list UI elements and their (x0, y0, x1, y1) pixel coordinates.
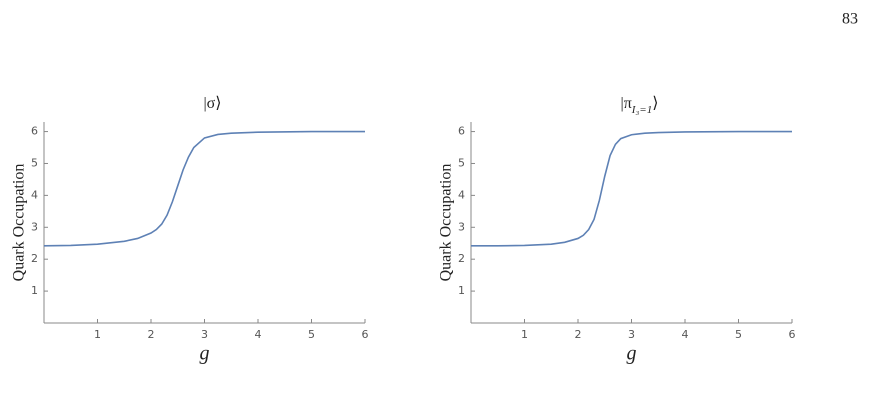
y-tick-label: 4 (458, 188, 465, 201)
y-tick-label: 1 (31, 284, 38, 297)
title-part: I₃=1 (631, 104, 652, 116)
x-tick-label: 1 (94, 328, 101, 341)
x-tick-label: 5 (308, 328, 315, 341)
y-tick-label: 5 (31, 156, 38, 169)
y-tick-label: 2 (458, 252, 465, 265)
data-line (471, 130, 792, 247)
x-tick-label: 5 (735, 328, 742, 341)
x-tick-label: 4 (255, 328, 262, 341)
y-tick-label: 5 (458, 156, 465, 169)
title-part: |σ⟩ (203, 95, 221, 112)
title-part: |π (621, 95, 632, 112)
y-axis-label: Quark Occupation (438, 164, 455, 282)
chart-title: |πI₃=1⟩ (621, 95, 659, 116)
x-tick-label: 6 (789, 328, 796, 341)
y-axis-label: Quark Occupation (11, 164, 28, 282)
x-tick-label: 3 (628, 328, 635, 341)
page-number: 83 (842, 11, 858, 28)
y-tick-label: 2 (31, 252, 38, 265)
data-line (43, 130, 365, 247)
title-part: ⟩ (652, 95, 658, 112)
y-tick-label: 6 (458, 125, 465, 138)
x-tick-label: 1 (521, 328, 528, 341)
y-tick-label: 4 (31, 188, 38, 201)
x-tick-label: 2 (148, 328, 155, 341)
x-tick-label: 4 (682, 328, 689, 341)
chart-title: |σ⟩ (203, 95, 221, 112)
y-tick-label: 6 (31, 125, 38, 138)
x-axis-label: g (200, 343, 210, 365)
x-tick-label: 2 (575, 328, 582, 341)
y-tick-label: 3 (458, 220, 465, 233)
x-tick-label: 6 (362, 328, 369, 341)
y-tick-label: 3 (31, 220, 38, 233)
y-tick-label: 1 (458, 284, 465, 297)
x-axis-label: g (627, 343, 637, 365)
x-tick-label: 3 (201, 328, 208, 341)
